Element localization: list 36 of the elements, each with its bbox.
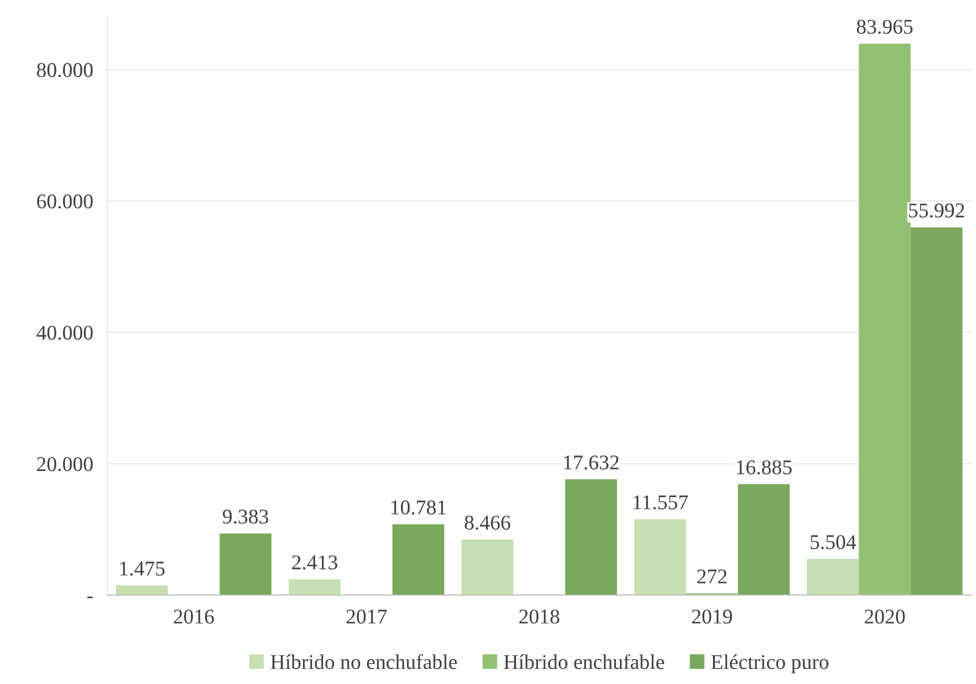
data-label: 11.557 bbox=[634, 495, 688, 510]
bar bbox=[634, 519, 686, 596]
data-label: 10.781 bbox=[392, 500, 446, 515]
data-label: 55.992 bbox=[909, 204, 964, 218]
y-tick-label: 80.000 bbox=[36, 63, 93, 78]
bar bbox=[565, 479, 617, 596]
data-label: 9.383 bbox=[222, 510, 268, 524]
x-tick-label: 2018 bbox=[519, 610, 560, 624]
bar bbox=[910, 227, 962, 596]
bar bbox=[220, 533, 272, 596]
bar bbox=[288, 579, 341, 596]
data-label: 17.632 bbox=[564, 455, 619, 470]
legend-label: Híbrido enchufable bbox=[504, 654, 664, 670]
data-label: 83.965 bbox=[856, 20, 913, 34]
x-tick-label: 2020 bbox=[864, 610, 905, 624]
legend-label: Híbrido no enchufable bbox=[270, 654, 457, 670]
legend-label: Eléctrico puro bbox=[711, 654, 828, 674]
y-tick-label: 60.000 bbox=[37, 194, 93, 209]
y-tick-label: - bbox=[87, 596, 93, 598]
data-label: 1.475 bbox=[120, 562, 165, 576]
y-tick-label: 40.000 bbox=[36, 326, 93, 340]
y-tick-label: 20.000 bbox=[37, 457, 93, 472]
bar bbox=[462, 539, 514, 596]
bar bbox=[392, 524, 444, 596]
x-tick-label: 2016 bbox=[174, 610, 214, 624]
data-label: 2.413 bbox=[292, 555, 338, 570]
data-label: 5.504 bbox=[810, 535, 856, 550]
x-tick-label: 2017 bbox=[346, 610, 387, 624]
bar bbox=[807, 558, 859, 596]
x-tick-label: 2019 bbox=[692, 610, 732, 624]
data-label: 8.466 bbox=[464, 516, 510, 530]
bar bbox=[116, 585, 168, 596]
data-label: 272 bbox=[697, 570, 726, 584]
bar bbox=[858, 44, 911, 596]
data-label: 16.885 bbox=[737, 460, 792, 474]
bar bbox=[738, 484, 790, 596]
